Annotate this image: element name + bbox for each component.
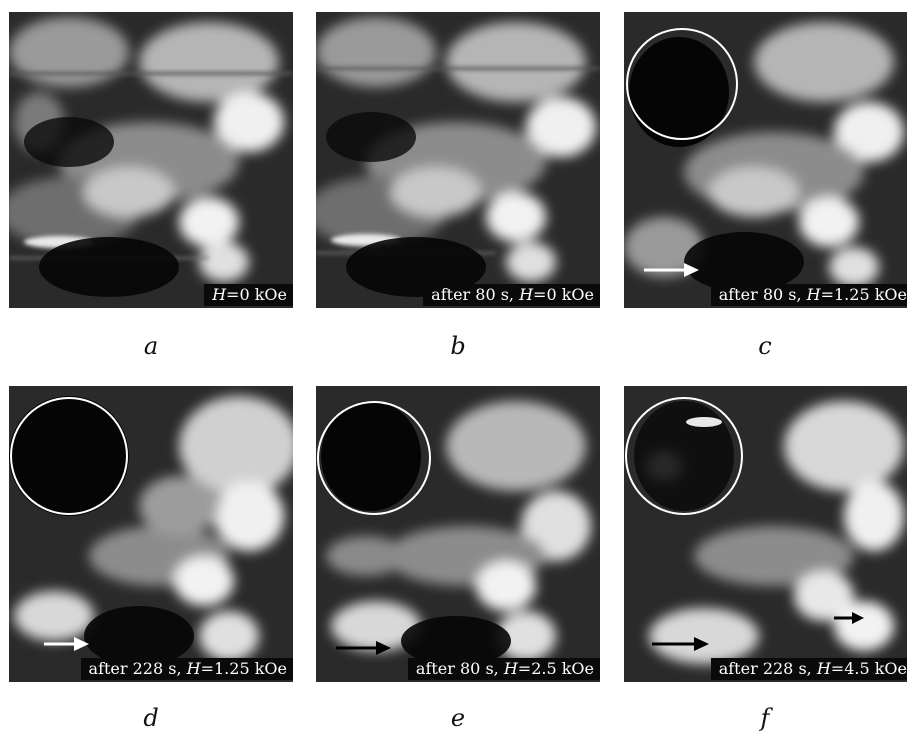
highlight-circle (625, 397, 743, 515)
afm-image-c (624, 12, 907, 308)
panel-label-a: a (143, 332, 159, 360)
afm-panel-b: after 80 s, H=0 kOe (316, 12, 600, 308)
field-symbol: H (519, 285, 534, 304)
field-symbol: H (806, 285, 821, 304)
panel-label-e: e (450, 704, 466, 732)
white-arrow-icon (44, 637, 89, 651)
black-arrow-icon (336, 641, 391, 655)
afm-panel-f: after 228 s, H=4.5 kOe (624, 386, 907, 682)
black-arrow-icon (652, 637, 709, 651)
caption-prefix: after 228 s, (88, 659, 187, 678)
field-symbol: H (816, 659, 831, 678)
highlight-circle (317, 401, 431, 515)
field-symbol: H (503, 659, 518, 678)
afm-image-a (9, 12, 293, 308)
panel-label-c: c (758, 332, 772, 360)
panel-label-b: b (450, 332, 466, 360)
caption-prefix: after 80 s, (718, 285, 807, 304)
field-value: =0 kOe (533, 285, 594, 304)
afm-image-b (316, 12, 600, 308)
field-value: =1.25 kOe (200, 659, 287, 678)
afm-panel-a: H=0 kOe (9, 12, 293, 308)
caption-prefix: after 80 s, (431, 285, 520, 304)
afm-image-d (9, 386, 293, 682)
afm-panel-d: after 228 s, H=1.25 kOe (9, 386, 293, 682)
caption-b: after 80 s, H=0 kOe (423, 284, 600, 306)
field-value: =2.5 kOe (517, 659, 594, 678)
highlight-circle (626, 28, 738, 140)
caption-prefix: after 228 s, (718, 659, 817, 678)
caption-a: H=0 kOe (204, 284, 293, 306)
field-value: =0 kOe (226, 285, 287, 304)
afm-panel-c: after 80 s, H=1.25 kOe (624, 12, 907, 308)
afm-panel-e: after 80 s, H=2.5 kOe (316, 386, 600, 682)
caption-f: after 228 s, H=4.5 kOe (710, 658, 907, 680)
highlight-circle (10, 397, 128, 515)
field-value: =1.25 kOe (820, 285, 907, 304)
afm-image-e (316, 386, 600, 682)
field-symbol: H (212, 285, 227, 304)
caption-e: after 80 s, H=2.5 kOe (407, 658, 600, 680)
field-symbol: H (186, 659, 201, 678)
afm-image-f (624, 386, 907, 682)
panel-label-d: d (143, 704, 159, 732)
panel-label-f: f (760, 704, 770, 732)
field-value: =4.5 kOe (830, 659, 907, 678)
white-arrow-icon (644, 263, 699, 277)
black-arrow-icon (834, 612, 864, 624)
caption-prefix: after 80 s, (415, 659, 504, 678)
caption-c: after 80 s, H=1.25 kOe (710, 284, 907, 306)
caption-d: after 228 s, H=1.25 kOe (80, 658, 293, 680)
